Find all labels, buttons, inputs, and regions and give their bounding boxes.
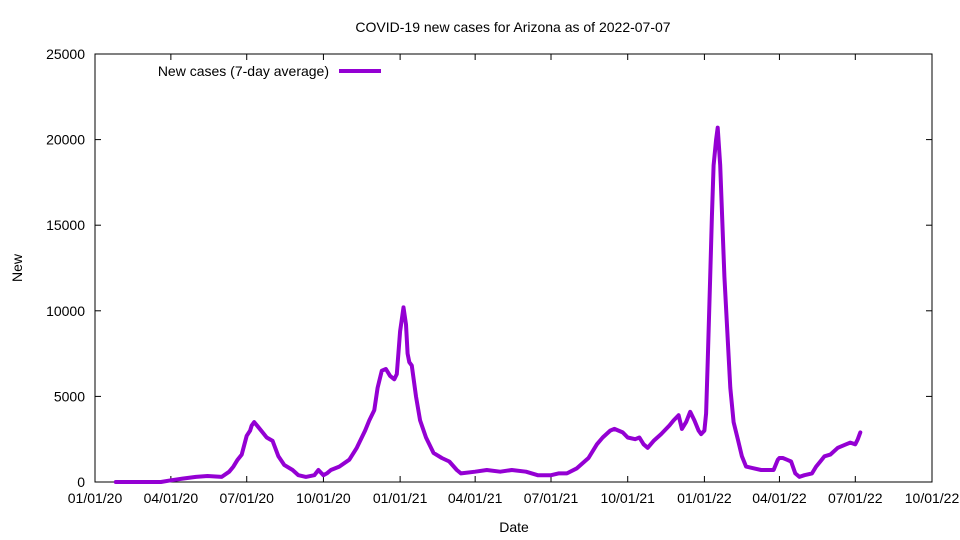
x-tick-label: 01/01/22 (677, 490, 732, 506)
chart-title: COVID-19 new cases for Arizona as of 202… (355, 19, 670, 35)
series-line-new-cases (113, 125, 863, 484)
legend-label: New cases (7-day average) (158, 63, 329, 79)
x-axis-label: Date (499, 519, 529, 535)
y-tick-label: 5000 (54, 388, 85, 404)
x-tick-label: 10/01/20 (296, 490, 351, 506)
legend: New cases (7-day average) (158, 63, 381, 79)
y-axis-ticks: 0 5000 10000 15000 20000 25000 (46, 46, 932, 490)
plot-frame (94, 53, 933, 483)
x-tick-label: 01/01/20 (68, 490, 123, 506)
y-tick-label: 25000 (46, 46, 85, 62)
x-axis-ticks: 01/01/20 04/01/20 07/01/20 10/01/20 01/01/21… (68, 54, 960, 506)
y-tick-label: 10000 (46, 303, 85, 319)
x-tick-label: 07/01/20 (219, 490, 274, 506)
x-tick-label: 04/01/22 (752, 490, 807, 506)
x-tick-label: 10/01/22 (905, 490, 960, 506)
y-axis-label: New (9, 253, 25, 282)
y-tick-label: 0 (77, 474, 85, 490)
x-tick-label: 04/01/21 (448, 490, 503, 506)
x-tick-label: 10/01/21 (600, 490, 655, 506)
y-tick-label: 20000 (46, 132, 85, 148)
x-tick-label: 07/01/22 (828, 490, 883, 506)
x-tick-label: 07/01/21 (524, 490, 579, 506)
x-tick-label: 04/01/20 (144, 490, 199, 506)
x-tick-label: 01/01/21 (373, 490, 428, 506)
y-tick-label: 15000 (46, 217, 85, 233)
